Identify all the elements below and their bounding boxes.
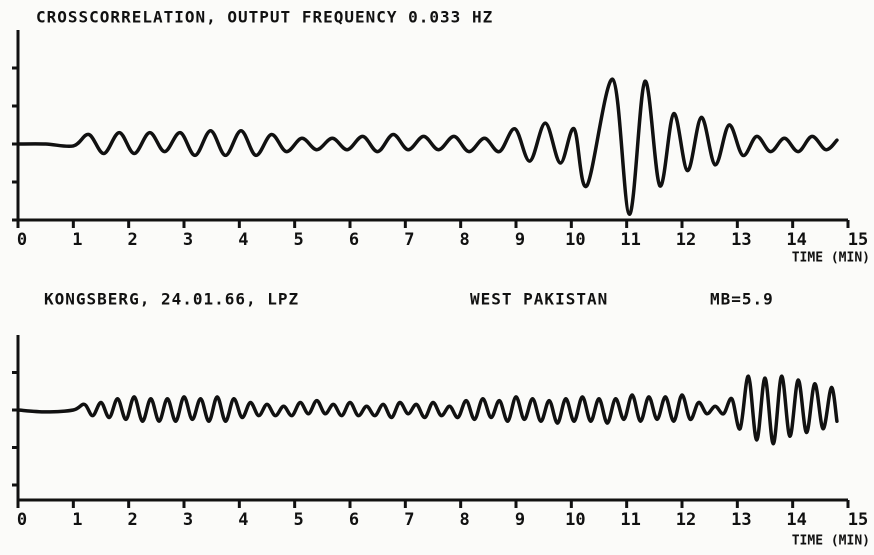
x-tick-label: 1 — [72, 510, 82, 530]
chart-title: KONGSBERG, 24.01.66, LPZ — [44, 290, 299, 309]
x-tick-label: 10 — [565, 510, 585, 530]
x-tick-label: 5 — [294, 510, 304, 530]
x-tick-label: 3 — [183, 230, 193, 250]
x-tick-label: 13 — [731, 230, 751, 250]
chart-title: CROSSCORRELATION, OUTPUT FREQUENCY 0.033… — [36, 8, 493, 27]
x-tick-label: 13 — [731, 510, 751, 530]
x-tick-label: 9 — [515, 510, 525, 530]
x-tick-label: 4 — [238, 510, 248, 530]
waveform — [16, 374, 839, 446]
x-tick-label: 2 — [128, 230, 138, 250]
x-tick-label: 4 — [238, 230, 248, 250]
x-tick-label: 12 — [676, 510, 696, 530]
x-tick-label: 0 — [17, 510, 27, 530]
x-axis-label: TIME (MIN) — [792, 534, 870, 549]
waveform — [16, 77, 839, 217]
x-tick-label: 14 — [786, 230, 806, 250]
x-tick-label: 3 — [183, 510, 193, 530]
x-tick-label: 11 — [620, 510, 640, 530]
annotation: MB=5.9 — [710, 290, 774, 309]
x-tick-label: 10 — [565, 230, 585, 250]
x-tick-label: 8 — [460, 510, 470, 530]
x-tick-label: 11 — [620, 230, 640, 250]
x-tick-label: 5 — [294, 230, 304, 250]
x-tick-label: 1 — [72, 230, 82, 250]
annotation: WEST PAKISTAN — [470, 290, 608, 309]
x-tick-label: 2 — [128, 510, 138, 530]
x-tick-label: 15 — [848, 230, 868, 250]
x-tick-label: 8 — [460, 230, 470, 250]
x-axis-label: TIME (MIN) — [792, 251, 870, 266]
x-tick-label: 9 — [515, 230, 525, 250]
x-tick-label: 14 — [786, 510, 806, 530]
x-tick-label: 6 — [349, 510, 359, 530]
x-tick-label: 6 — [349, 230, 359, 250]
x-tick-label: 15 — [848, 510, 868, 530]
x-tick-label: 7 — [404, 510, 414, 530]
x-tick-label: 12 — [676, 230, 696, 250]
x-tick-label: 7 — [404, 230, 414, 250]
x-tick-label: 0 — [17, 230, 27, 250]
